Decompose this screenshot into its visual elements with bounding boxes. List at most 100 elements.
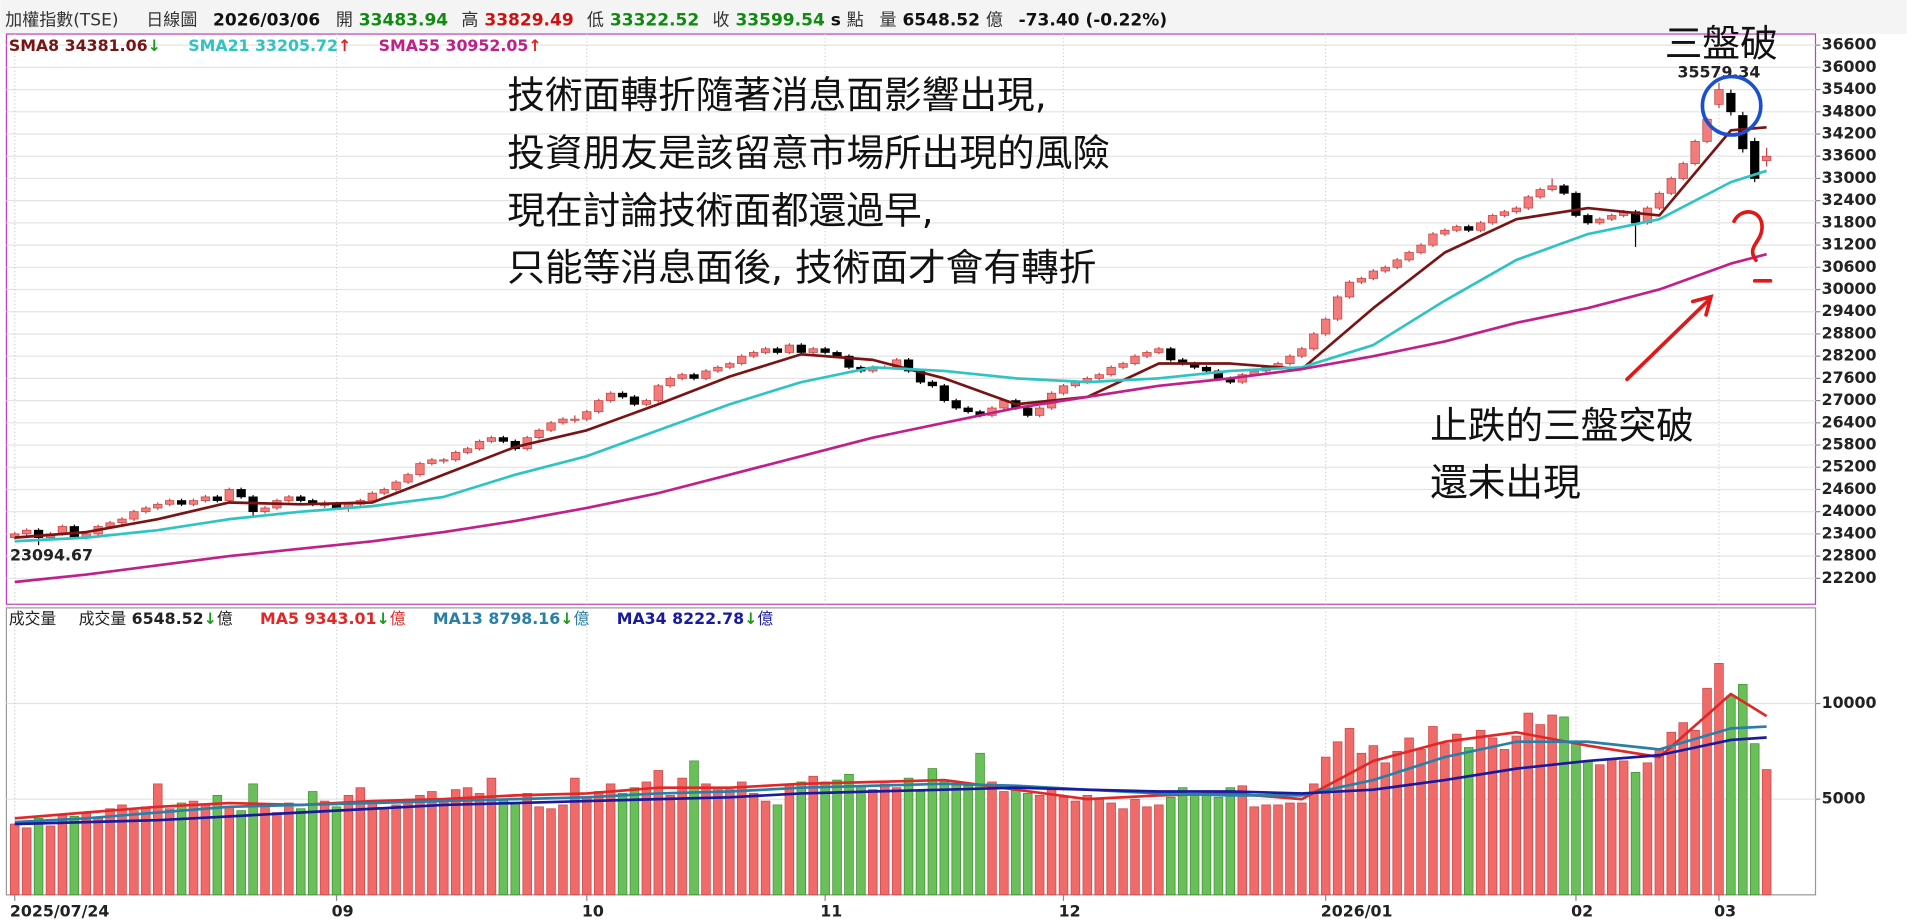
- x-tick-label: 2025/07/24: [10, 901, 109, 920]
- candle-body: [188, 500, 199, 505]
- volume-bar: [1237, 785, 1247, 896]
- candle-body: [653, 385, 663, 401]
- candle-body: [212, 496, 222, 501]
- volume-bar: [1189, 794, 1200, 896]
- candle-body: [749, 352, 759, 357]
- candle-body: [1106, 366, 1116, 376]
- volume-bar: [546, 808, 556, 896]
- candle-body: [737, 355, 747, 364]
- y-tick-label: 22200: [1822, 568, 1877, 587]
- highlight-circle: [1700, 74, 1763, 137]
- candle-body: [1344, 281, 1355, 298]
- candle-body: [808, 348, 818, 353]
- candle-body: [1607, 215, 1617, 220]
- volume-bar: [1440, 743, 1450, 896]
- legend-value: 34381.06: [65, 36, 148, 55]
- candle-body: [367, 492, 377, 501]
- x-tick-label: 02: [1571, 901, 1593, 920]
- volume-bar: [1606, 758, 1617, 896]
- candle-body: [820, 348, 830, 353]
- candle-body: [1392, 259, 1402, 268]
- candle-body: [617, 392, 628, 398]
- y-tick-label: 25800: [1822, 435, 1877, 454]
- legend-value: 8798.16: [488, 608, 560, 627]
- volume-bar: [1666, 731, 1677, 896]
- y-tick-label: 31200: [1822, 235, 1877, 254]
- candle-body: [403, 474, 413, 483]
- volume-bar: [1583, 760, 1593, 896]
- candle-body: [1035, 407, 1045, 416]
- candle-body: [629, 396, 640, 405]
- candle-body: [176, 500, 187, 505]
- header: 加權指數(TSE) 日線圖 2026/03/06 開 33483.94 高 33…: [5, 11, 1167, 31]
- y-tick-label: 29400: [1822, 301, 1877, 320]
- volume-bar: [915, 791, 926, 896]
- volume-bar: [272, 812, 282, 896]
- x-tick-label: 12: [1059, 901, 1081, 920]
- volume-bar: [879, 783, 890, 896]
- volume-bar: [296, 808, 306, 896]
- candle-body: [1416, 244, 1426, 253]
- candle-body: [772, 348, 783, 353]
- volume-bar: [57, 814, 68, 896]
- legend-unit: 億: [757, 608, 773, 627]
- candle-body: [582, 411, 592, 420]
- header-bar: [0, 0, 1907, 35]
- candle-body: [379, 489, 389, 494]
- volume-bar: [1642, 762, 1653, 896]
- candle-body: [594, 400, 604, 413]
- volume-bar: [1535, 724, 1545, 896]
- high-label: 高: [461, 11, 478, 31]
- candle-body: [451, 452, 461, 461]
- legend-name: MA34: [617, 608, 667, 627]
- volume-bar: [129, 810, 139, 896]
- volume-bar: [1154, 804, 1164, 896]
- volume-bar: [593, 791, 604, 896]
- candle-body: [546, 422, 556, 431]
- candle-body: [1452, 226, 1462, 231]
- legend-value: 33205.72: [255, 36, 338, 55]
- y-tick-label: 24600: [1822, 479, 1877, 498]
- volume-bar: [415, 794, 425, 896]
- volume-bar: [105, 808, 115, 896]
- candle-body: [165, 500, 175, 505]
- candle-body: [1321, 318, 1331, 335]
- candle-body: [153, 503, 163, 509]
- volume-bar: [176, 802, 187, 896]
- volume-bar: [1547, 714, 1557, 896]
- legend-unit: 億: [217, 608, 233, 627]
- volume-bar: [69, 816, 80, 896]
- candle-body: [1332, 296, 1343, 320]
- volume-bar: [462, 787, 473, 896]
- volume-bar: [403, 798, 413, 896]
- volume-bar: [677, 777, 687, 896]
- ma-line: [14, 736, 1767, 826]
- volume-bar: [772, 804, 783, 896]
- candle-body: [1094, 374, 1104, 379]
- candle-body: [1726, 92, 1736, 113]
- candle-body: [534, 429, 544, 438]
- y-tick-label: 31800: [1822, 212, 1877, 231]
- candle-body: [1571, 192, 1581, 216]
- volume-title: 成交量: [9, 608, 57, 627]
- candle-body: [1201, 366, 1212, 372]
- point-label: 點: [847, 11, 864, 31]
- volume-bar: [153, 783, 163, 896]
- volume-bar: [1714, 663, 1724, 896]
- question-mark: [1732, 210, 1764, 263]
- volume-bar: [891, 787, 902, 896]
- candle-body: [391, 481, 401, 490]
- volume-bar: [1046, 789, 1057, 896]
- volume-bar: [1332, 741, 1343, 896]
- legend-arrow: ↓: [204, 608, 217, 627]
- comment-line: 技術面轉折隨著消息面影響出現,: [507, 73, 1046, 117]
- volume-bar: [534, 806, 544, 896]
- volume-bar: [474, 793, 485, 896]
- volume-bar: [1654, 749, 1665, 896]
- volume-bar: [1392, 750, 1402, 896]
- candle-body: [951, 400, 961, 409]
- legend-value: 30952.05: [445, 36, 528, 55]
- close-value: 33599.54: [735, 11, 825, 31]
- volume-bar: [748, 793, 759, 896]
